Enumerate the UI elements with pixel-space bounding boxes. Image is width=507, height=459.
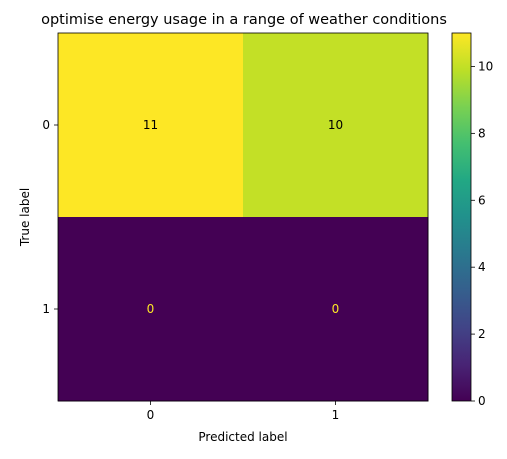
y-tick-label: 1 xyxy=(42,302,50,316)
colorbar-tick-label: 8 xyxy=(478,126,486,140)
chart-title: optimise energy usage in a range of weat… xyxy=(41,12,447,28)
colorbar-tick-label: 4 xyxy=(478,260,486,274)
heatmap-cell xyxy=(243,217,429,402)
colorbar xyxy=(451,32,472,402)
colorbar-ticks: 0 2 4 6 8 10 xyxy=(471,59,493,408)
y-axis-label: True label xyxy=(18,188,32,247)
colorbar-tick-label: 6 xyxy=(478,193,486,207)
plot-frame xyxy=(57,32,429,402)
heatmap-cell xyxy=(58,33,244,218)
heatmap-cell xyxy=(58,217,244,402)
x-tick-label: 0 xyxy=(147,408,155,422)
x-axis-label: Predicted label xyxy=(198,430,287,444)
x-tick-label: 1 xyxy=(332,408,340,422)
heatmap-cell xyxy=(243,33,429,218)
heatmap-cell-labels: 11 10 0 0 xyxy=(143,118,343,316)
heatmap-cells xyxy=(57,32,429,402)
cell-value-label: 0 xyxy=(332,302,340,316)
cell-value-label: 10 xyxy=(328,118,343,132)
colorbar-tick-label: 0 xyxy=(478,394,486,408)
cell-value-label: 0 xyxy=(147,302,155,316)
colorbar-tick-label: 2 xyxy=(478,327,486,341)
y-axis-ticks: 01 xyxy=(42,118,58,316)
y-tick-label: 0 xyxy=(42,118,50,132)
cell-value-label: 11 xyxy=(143,118,158,132)
colorbar-tick-label: 10 xyxy=(478,59,493,73)
